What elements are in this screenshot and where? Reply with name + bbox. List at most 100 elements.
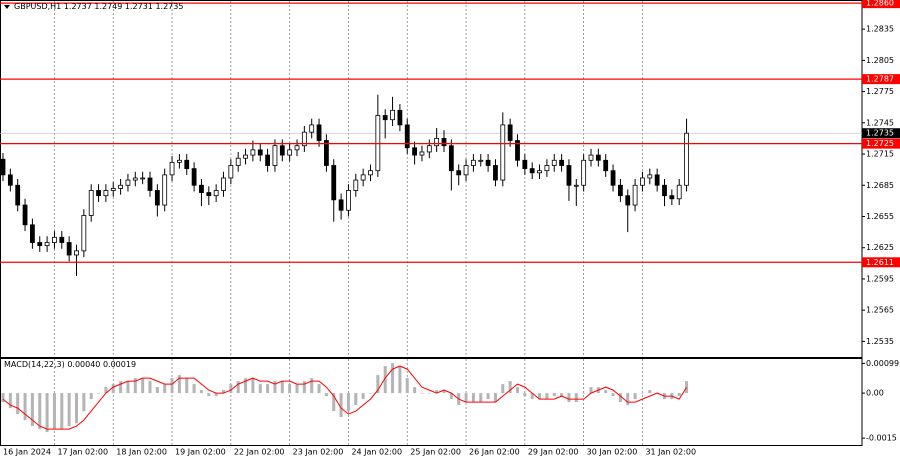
x-tick-label: 17 Jan 02:00 <box>57 448 108 457</box>
histogram-bar <box>177 375 181 394</box>
price-frame <box>0 0 863 358</box>
histogram-bar <box>449 393 453 400</box>
histogram-bar <box>126 381 130 394</box>
candle-body <box>287 149 293 156</box>
y-tick-label: 1.2655 <box>866 212 894 221</box>
histogram-bar <box>89 393 93 400</box>
histogram-bar <box>405 378 409 394</box>
candle-body <box>485 159 491 166</box>
symbol: GBPUSD,H1 <box>14 2 62 11</box>
histogram-bar <box>582 393 586 394</box>
x-tick-label: 31 Jan 02:00 <box>645 448 696 457</box>
candle-body <box>147 177 153 191</box>
candle-body <box>74 250 79 256</box>
candle-body <box>81 215 87 252</box>
histogram-bar <box>324 393 328 397</box>
candle-body <box>118 184 123 189</box>
histogram-bar <box>538 393 542 400</box>
histogram-bar <box>38 393 42 430</box>
y-tick-label: -0.0015 <box>866 434 897 443</box>
candle-body <box>66 242 72 256</box>
candle-body <box>551 159 557 166</box>
candle-body <box>419 151 425 156</box>
candle-body <box>206 192 212 197</box>
histogram-bar <box>332 393 336 412</box>
candle-body <box>448 145 454 172</box>
histogram-bar <box>119 381 123 394</box>
histogram-bar <box>97 393 101 394</box>
histogram-bar <box>170 378 174 394</box>
x-tick-label: 25 Jan 02:00 <box>410 448 461 457</box>
bar-high: 1.2749 <box>94 2 123 11</box>
level-label: 1.2860 <box>866 0 894 8</box>
y-tick-label: 1.2835 <box>866 25 894 34</box>
candle-body <box>96 190 101 197</box>
candle-body <box>478 159 484 162</box>
x-tick-label: 19 Jan 02:00 <box>175 448 226 457</box>
candle-body <box>434 138 440 147</box>
histogram-bar <box>567 393 571 403</box>
histogram-bar <box>16 393 20 415</box>
histogram-bar <box>604 390 608 394</box>
level-tag <box>862 138 900 149</box>
candle-body <box>279 145 285 156</box>
candle-body <box>184 159 190 170</box>
x-tick-label: 22 Jan 02:00 <box>234 448 285 457</box>
histogram-bar <box>52 393 56 430</box>
histogram-bar <box>486 393 490 400</box>
x-tick-label: 24 Jan 02:00 <box>351 448 402 457</box>
candle-body <box>544 165 550 172</box>
histogram-bar <box>523 393 527 397</box>
histogram-bar <box>45 393 49 433</box>
histogram-bar <box>273 381 277 394</box>
histogram-bar <box>1 393 5 403</box>
candle-body <box>228 165 234 179</box>
histogram-bar <box>427 393 431 394</box>
histogram-bar <box>369 393 372 394</box>
histogram-bar <box>310 378 314 394</box>
histogram-bar <box>611 393 615 397</box>
histogram-bar <box>111 384 115 394</box>
level-tag <box>862 74 900 85</box>
candle-body <box>7 174 13 186</box>
histogram-bar <box>104 387 108 394</box>
y-tick-label: 0.00 <box>866 389 884 398</box>
histogram-bar <box>141 378 145 394</box>
histogram-bar <box>501 384 505 394</box>
macd-frame <box>0 358 863 446</box>
macd-header: MACD(14,22,3) 0.00040 0.00019 <box>4 360 136 370</box>
candle-body <box>346 190 351 211</box>
candle-body <box>654 174 660 186</box>
x-tick-label: 30 Jan 02:00 <box>587 448 638 457</box>
candle-body <box>573 184 579 187</box>
x-tick-label: 29 Jan 02:00 <box>528 448 579 457</box>
candle-body <box>529 168 535 174</box>
candle-body <box>15 184 21 206</box>
histogram-bar <box>295 384 299 394</box>
candle-body <box>176 159 182 163</box>
histogram-bar <box>75 393 78 424</box>
candle-body <box>323 140 329 166</box>
candle-body <box>662 184 667 197</box>
histogram-bar <box>361 393 365 400</box>
candle-body <box>507 124 513 141</box>
histogram-bar <box>648 390 652 394</box>
candle-body <box>125 179 131 186</box>
histogram-bar <box>236 381 240 394</box>
histogram-bar <box>339 393 343 418</box>
level-tag <box>862 0 900 9</box>
candle-body <box>250 149 256 156</box>
candle-body <box>140 177 146 180</box>
candle-body <box>338 199 344 211</box>
candle-body <box>522 159 528 170</box>
candle-body <box>235 157 241 166</box>
signal-value: 0.00019 <box>102 360 137 369</box>
y-tick-label: 1.2685 <box>866 181 894 190</box>
candle-body <box>257 149 263 156</box>
histogram-bar <box>354 393 358 406</box>
histogram-bar <box>317 384 321 394</box>
y-tick-label: 1.2775 <box>866 87 894 96</box>
histogram-bar <box>626 393 630 406</box>
histogram-bar <box>280 381 284 394</box>
